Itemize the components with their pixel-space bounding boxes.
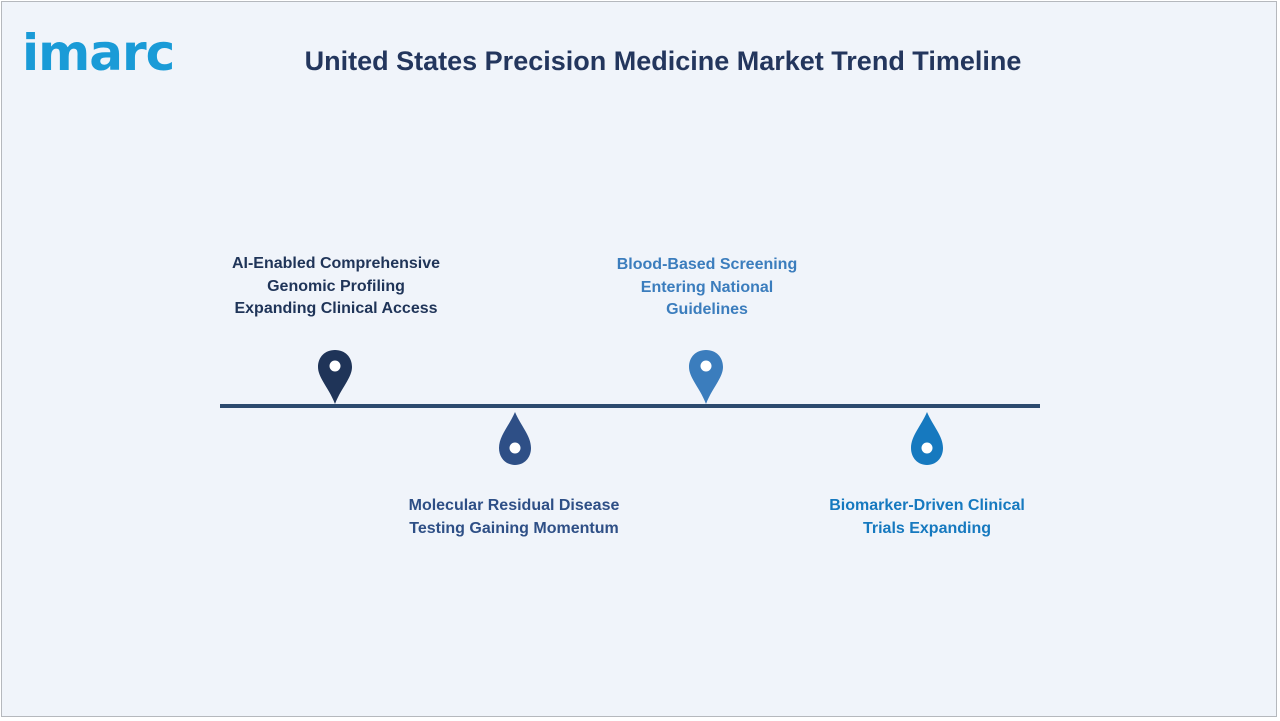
marker-shape-2 [499,412,531,465]
marker-shape-1 [318,350,352,404]
page-title: United States Precision Medicine Market … [304,46,1022,76]
drop-icon [499,412,531,465]
drop-icon [911,412,943,465]
marker-shape-3 [689,350,723,404]
map-pin-icon [318,350,352,404]
marker-shape-4 [911,412,943,465]
milestone-label-4: Biomarker-Driven Clinical Trials Expandi… [829,497,1025,537]
logo-text: imarc [22,24,175,82]
map-pin-icon [689,350,723,404]
imarc-logo: imarc [22,16,204,82]
milestone-label-2: Molecular Residual Disease Testing Gaini… [408,497,620,537]
milestone-label-1: AI-Enabled Comprehensive Genomic Profili… [231,255,441,317]
milestone-label-3: Blood-Based Screening Entering National … [616,256,798,318]
